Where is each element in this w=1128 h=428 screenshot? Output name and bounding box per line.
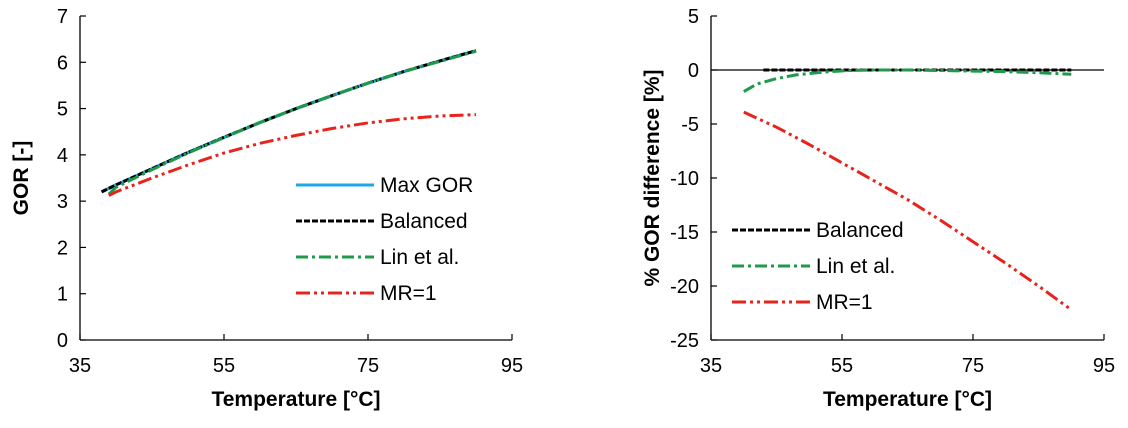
y-axis-title: % GOR difference [%] [641, 69, 664, 286]
series-line-mr-1 [108, 113, 477, 197]
x-tick-label: 35 [69, 355, 91, 377]
chart-1: 0 1 2 3 4 5 6 7 35 55 75 95 Temperature [°C] GOR [-] M… [10, 6, 523, 411]
legend-label: Lin et al. [816, 255, 895, 278]
y-tick-label: -15 [670, 222, 699, 244]
x-tick-label: 35 [700, 355, 722, 377]
y-tick-label: 4 [57, 145, 68, 167]
legend-label: Balanced [816, 219, 904, 242]
y-tick-label: -10 [670, 168, 699, 190]
y-axis-title: GOR [-] [10, 141, 33, 216]
legend: Max GOR Balanced Lin et al. MR=1 [296, 174, 473, 305]
y-tick-label: -20 [670, 276, 699, 298]
y-tick-label: 6 [57, 52, 68, 74]
y-tick-label: 0 [57, 330, 68, 352]
y-tick-label: 7 [57, 6, 68, 28]
x-tick-label: 95 [501, 355, 523, 377]
y-tick-label: 0 [688, 60, 699, 82]
x-tick-label: 75 [962, 355, 984, 377]
x-axis-title: Temperature [°C] [823, 388, 992, 411]
series-line-balanced [100, 49, 477, 194]
y-tick-label: 5 [57, 99, 68, 121]
y-tick-label: -25 [670, 330, 699, 352]
legend-label: Balanced [380, 210, 468, 233]
x-axis-title: Temperature [°C] [211, 388, 380, 411]
legend-label: MR=1 [816, 291, 873, 314]
series-line-lin-et-al [107, 49, 477, 196]
legend-label: Lin et al. [380, 246, 459, 269]
legend-label: Max GOR [380, 174, 473, 197]
series-line-lin-et-al [743, 68, 1072, 93]
series-line-mr-1 [743, 110, 1073, 312]
y-tick-label: 1 [57, 284, 68, 306]
x-tick-label: 55 [831, 355, 853, 377]
x-tick-label: 55 [213, 355, 235, 377]
y-tick-label: 2 [57, 237, 68, 259]
y-tick-label: -5 [681, 114, 699, 136]
x-tick-label: 75 [357, 355, 379, 377]
y-tick-label: 3 [57, 191, 68, 213]
legend: Balanced Lin et al. MR=1 [732, 219, 904, 314]
legend-label: MR=1 [380, 282, 437, 305]
y-tick-label: 5 [688, 6, 699, 28]
x-tick-label: 95 [1093, 355, 1115, 377]
series-line-max-gor [100, 49, 477, 194]
